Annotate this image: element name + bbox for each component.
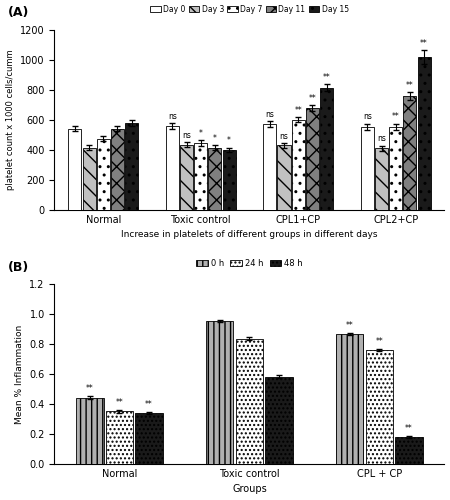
Bar — [306, 108, 319, 210]
Text: **: ** — [376, 337, 383, 346]
Text: **: ** — [392, 112, 400, 122]
Text: *: * — [199, 129, 202, 138]
Bar — [166, 126, 179, 210]
Bar — [375, 148, 388, 210]
Text: ns: ns — [182, 130, 191, 140]
Bar — [111, 129, 124, 210]
Bar — [336, 334, 364, 464]
Bar — [396, 437, 423, 464]
Y-axis label: Mean % Inflammation: Mean % Inflammation — [15, 324, 24, 424]
Bar — [236, 338, 263, 464]
Text: **: ** — [420, 38, 428, 48]
Bar — [194, 143, 207, 210]
Text: **: ** — [116, 398, 123, 407]
Text: **: ** — [294, 106, 302, 115]
Text: **: ** — [86, 384, 94, 394]
Text: **: ** — [346, 321, 354, 330]
Text: *: * — [227, 136, 231, 145]
Bar — [366, 350, 393, 464]
Text: (B): (B) — [8, 260, 29, 274]
Bar — [320, 88, 333, 210]
Bar — [68, 129, 81, 210]
Bar — [223, 150, 236, 210]
Text: ns: ns — [363, 112, 372, 122]
Text: **: ** — [323, 72, 330, 82]
Bar — [292, 120, 305, 210]
Legend: Day 0, Day 3, Day 7, Day 11, Day 15: Day 0, Day 3, Day 7, Day 11, Day 15 — [150, 4, 349, 14]
Text: ns: ns — [266, 110, 274, 119]
Bar — [106, 412, 133, 464]
Text: **: ** — [309, 94, 316, 102]
Bar — [403, 96, 416, 210]
Bar — [208, 148, 221, 210]
Legend: 0 h, 24 h, 48 h: 0 h, 24 h, 48 h — [196, 260, 302, 268]
Bar — [76, 398, 104, 464]
Text: ns: ns — [168, 112, 177, 120]
Y-axis label: platelet count x 1000 cells/cumm: platelet count x 1000 cells/cumm — [5, 50, 14, 190]
Text: (A): (A) — [8, 6, 29, 20]
Bar — [418, 57, 431, 210]
Bar — [263, 124, 276, 210]
Bar — [97, 138, 110, 210]
Text: ns: ns — [377, 134, 386, 143]
Text: **: ** — [145, 400, 153, 409]
Text: ns: ns — [279, 132, 288, 141]
Bar — [125, 123, 138, 210]
X-axis label: Groups: Groups — [232, 484, 267, 494]
Bar — [206, 320, 234, 464]
Text: **: ** — [405, 424, 413, 433]
Text: **: ** — [406, 81, 414, 90]
Bar — [278, 146, 291, 210]
Bar — [135, 413, 162, 464]
Bar — [361, 126, 374, 210]
Text: *: * — [213, 134, 217, 143]
Bar — [180, 144, 193, 210]
Bar — [266, 377, 292, 464]
Bar — [82, 148, 95, 210]
X-axis label: Increase in platelets of different groups in different days: Increase in platelets of different group… — [121, 230, 378, 239]
Bar — [389, 126, 402, 210]
